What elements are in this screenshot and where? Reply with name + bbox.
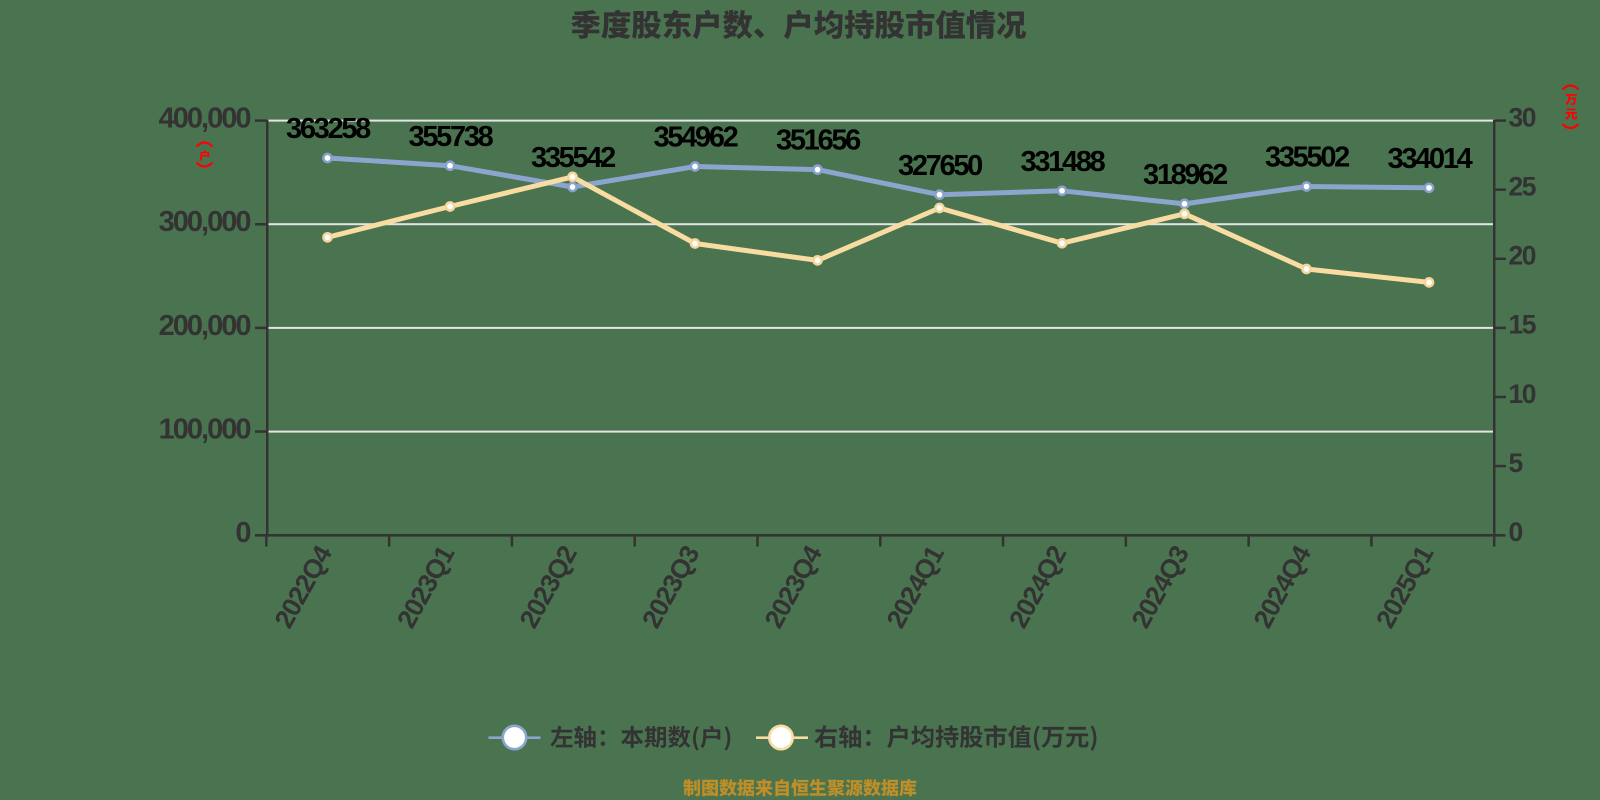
svg-text:334014: 334014 — [1388, 143, 1473, 175]
svg-text:354962: 354962 — [654, 122, 738, 154]
svg-text:10: 10 — [1509, 379, 1536, 409]
svg-text:30: 30 — [1509, 102, 1536, 132]
svg-text:25: 25 — [1509, 172, 1536, 202]
svg-text:100,000: 100,000 — [159, 414, 251, 446]
svg-text:363258: 363258 — [286, 113, 371, 145]
svg-text:20: 20 — [1509, 241, 1536, 271]
svg-text:351656: 351656 — [776, 125, 861, 157]
svg-text:5: 5 — [1509, 448, 1523, 478]
svg-text:331488: 331488 — [1021, 146, 1106, 178]
svg-text:300,000: 300,000 — [159, 206, 251, 238]
svg-text:15: 15 — [1509, 310, 1536, 340]
svg-text:0: 0 — [1509, 517, 1523, 547]
svg-text:327650: 327650 — [898, 150, 982, 182]
svg-text:200,000: 200,000 — [159, 310, 251, 342]
svg-text:400,000: 400,000 — [159, 103, 251, 135]
svg-text:318962: 318962 — [1143, 159, 1227, 191]
svg-text:0: 0 — [235, 517, 250, 549]
svg-text:335542: 335542 — [531, 142, 615, 174]
svg-text:335502: 335502 — [1265, 142, 1349, 174]
svg-text:355738: 355738 — [409, 121, 494, 153]
